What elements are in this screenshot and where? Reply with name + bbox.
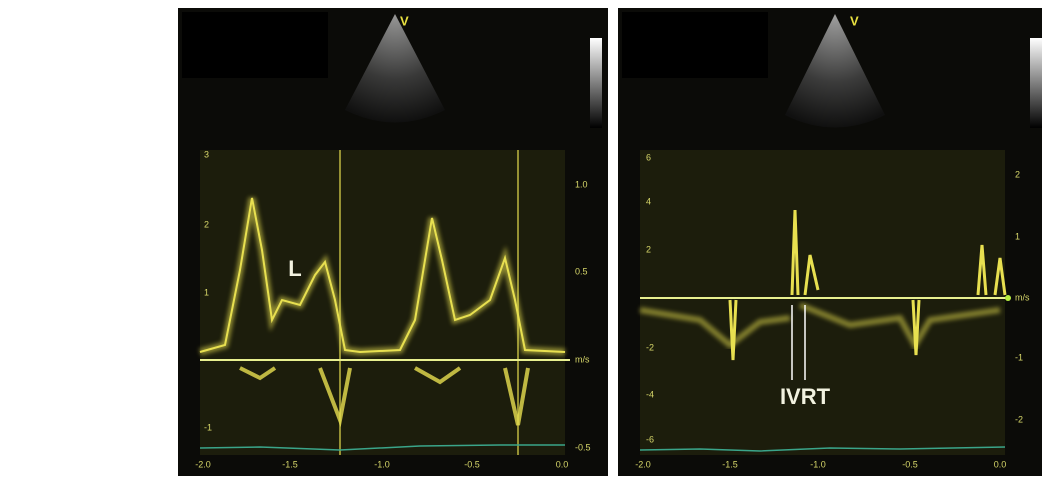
left-tick-label: -4 xyxy=(646,389,654,399)
bottom-tick-label: 0.0 xyxy=(994,459,1007,469)
left-tick-label: 1 xyxy=(204,287,209,297)
gray-scale-bar xyxy=(1030,38,1042,128)
bottom-tick-label: -1.0 xyxy=(810,459,826,469)
right-tick-label: -0.5 xyxy=(575,442,591,452)
bottom-tick-label: -1.5 xyxy=(722,459,738,469)
left-tick-label: 2 xyxy=(646,244,651,254)
left-tick-label: 2 xyxy=(204,219,209,229)
bottom-tick-label: -1.5 xyxy=(282,459,298,469)
left-tick-label: -2 xyxy=(646,342,654,352)
gray-scale-bar xyxy=(590,38,602,128)
doppler-area xyxy=(200,150,565,455)
doppler-area xyxy=(640,150,1005,455)
right-tick-label: 0.5 xyxy=(575,266,588,276)
right-tick-label: 1.0 xyxy=(575,179,588,189)
bottom-tick-label: -0.5 xyxy=(902,459,918,469)
left-tick-label: -6 xyxy=(646,434,654,444)
right-tick-label: 2 xyxy=(1015,169,1020,179)
baseline-dot xyxy=(1005,295,1011,301)
bottom-tick-label: -1.0 xyxy=(374,459,390,469)
bottom-tick-label: -2.0 xyxy=(635,459,651,469)
right-tick-label: m/s xyxy=(1015,292,1030,302)
right-tick-label: -1 xyxy=(1015,352,1023,362)
right-tick-label: m/s xyxy=(575,354,590,364)
bottom-tick-label: 0.0 xyxy=(556,459,569,469)
left-tick-label: -1 xyxy=(204,422,212,432)
left-tick-label: 6 xyxy=(646,152,651,162)
sector-marker: V xyxy=(850,13,859,28)
sector-marker: V xyxy=(400,13,409,28)
black-box xyxy=(622,12,768,78)
annotation-label: L xyxy=(288,256,301,281)
bottom-tick-label: -0.5 xyxy=(464,459,480,469)
annotation-label: IVRT xyxy=(780,384,831,409)
black-box xyxy=(182,12,328,78)
left-tick-label: 3 xyxy=(204,149,209,159)
right-tick-label: -2 xyxy=(1015,414,1023,424)
left-tick-label: 4 xyxy=(646,196,651,206)
left-panel xyxy=(178,8,608,476)
bottom-tick-label: -2.0 xyxy=(195,459,211,469)
figure: V L 3 2 1 -1 1.0 0.5 m/s -0.5 -2.0 -1.5 -1.0 -0.5 0.0 V… xyxy=(0,0,1042,478)
right-tick-label: 1 xyxy=(1015,231,1020,241)
